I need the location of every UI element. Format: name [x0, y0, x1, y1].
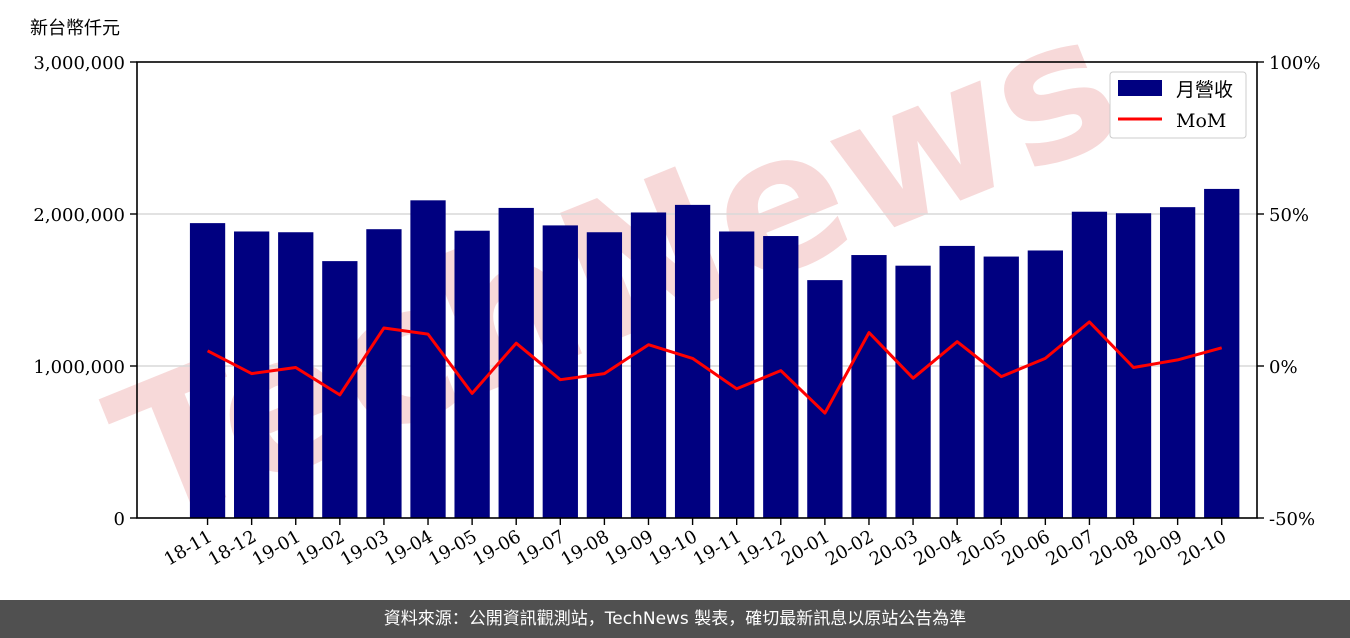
x-axis: 18-1118-1219-0119-0219-0319-0419-0519-06…	[161, 518, 1230, 570]
left-y-tick-label: 2,000,000	[33, 205, 125, 226]
x-tick-label: 19-06	[469, 526, 524, 570]
left-y-tick-label: 0	[114, 509, 125, 530]
y-axis-unit-label: 新台幣仟元	[30, 18, 120, 39]
legend-bar-label: 月營收	[1176, 79, 1233, 101]
bar	[366, 229, 402, 518]
x-tick-label: 19-02	[293, 526, 348, 570]
mom-line	[206, 320, 1223, 415]
mom-line-series	[206, 320, 1223, 415]
x-tick-label: 20-09	[1131, 526, 1186, 570]
x-tick-label: 19-05	[425, 526, 480, 570]
x-tick-label: 20-07	[1043, 526, 1098, 570]
x-tick-label: 19-04	[381, 526, 436, 570]
x-tick-label: 20-02	[822, 526, 877, 570]
x-tick-label: 19-07	[513, 526, 568, 570]
bar	[983, 256, 1019, 518]
bar	[542, 225, 578, 518]
bar	[498, 207, 534, 519]
bar	[1027, 250, 1063, 519]
left-y-axis: 0 1,000,000 2,000,000 3,000,000	[33, 53, 137, 530]
bar	[410, 200, 446, 518]
bar	[630, 212, 667, 519]
x-tick-label: 19-08	[557, 526, 612, 570]
x-tick-label: 20-06	[998, 526, 1053, 570]
right-y-tick-label: 0%	[1269, 357, 1298, 378]
x-tick-label: 20-05	[954, 526, 1009, 570]
bar	[939, 245, 975, 519]
legend: 月營收 MoM	[1109, 71, 1247, 139]
bar	[807, 280, 843, 518]
x-tick-label: 20-01	[778, 526, 833, 570]
chart: 新台幣仟元 TechNews 01,000,0002,000,0003,000,…	[30, 0, 1320, 570]
x-tick-label: 19-09	[602, 526, 657, 570]
bar	[895, 265, 931, 518]
left-y-tick-label: 3,000,000	[33, 53, 125, 74]
legend-bar-swatch	[1118, 80, 1162, 96]
left-y-tick-label: 1,000,000	[33, 357, 125, 378]
x-tick-label: 19-10	[646, 526, 701, 570]
x-tick-label: 20-10	[1175, 526, 1230, 570]
bar-series	[189, 188, 1240, 519]
bar	[1071, 211, 1108, 518]
source-footer: 資料來源：公開資訊觀測站，TechNews 製表，確切最新訊息以原站公告為準	[0, 600, 1350, 638]
right-y-axis: -50% 0% 50% 100%	[1257, 53, 1320, 530]
x-tick-label: 20-08	[1087, 526, 1142, 570]
x-tick-label: 19-12	[734, 526, 789, 570]
legend-line-label: MoM	[1176, 110, 1226, 132]
bar	[322, 261, 358, 518]
right-y-tick-label: -50%	[1269, 509, 1315, 530]
bar	[719, 231, 755, 519]
x-tick-label: 19-11	[690, 526, 745, 570]
bar	[1204, 188, 1240, 519]
bar	[851, 255, 887, 519]
bar	[454, 230, 490, 518]
x-tick-label: 19-03	[337, 526, 392, 570]
x-tick-label: 20-03	[866, 526, 921, 570]
plot-frame	[136, 61, 1258, 519]
x-tick-label: 20-04	[910, 526, 965, 570]
right-y-tick-label: 100%	[1269, 53, 1320, 74]
right-y-tick-label: 50%	[1269, 205, 1309, 226]
bar	[674, 204, 711, 518]
bar	[189, 223, 226, 518]
